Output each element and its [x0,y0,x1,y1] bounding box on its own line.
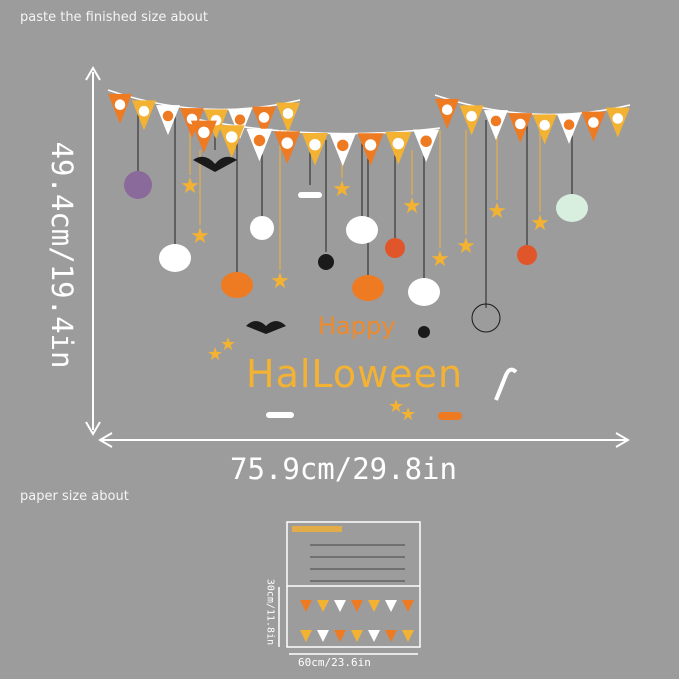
ghost-icon [408,278,440,306]
halloween-text: HalLoween [246,352,464,396]
star-icon: ★ [456,234,476,259]
flag-emblem [612,113,624,124]
star-icon: ★ [180,174,200,199]
pumpkin-icon [221,272,253,298]
finished-size-caption: paste the finished size about [20,10,208,25]
flag-emblem [234,114,246,125]
star-icon: ★ [270,269,290,294]
flag-emblem [281,137,293,149]
paper-sheet [286,521,421,648]
bone-icon [298,192,322,198]
paper-width-label: 60cm/23.6in [298,656,371,669]
flag-emblem [114,99,126,110]
thumbnail-sticker [351,630,363,642]
width-arrow-head-right [615,432,630,448]
flag-emblem [515,118,526,130]
flag-emblem [253,134,266,147]
thumbnail-sticker [317,630,329,642]
flag-emblem [198,126,210,139]
thumbnail-sticker [334,630,346,642]
bat-icon [193,156,237,172]
flag-emblem [364,139,377,151]
paper-sheet-outline [278,521,421,655]
star-icon: ★ [487,199,507,224]
flag-emblem [337,139,349,152]
height-dimension-label: 49.4cm/19.4in [45,141,79,369]
happy-text: Happy [318,312,396,340]
thumbnail-sticker [368,630,380,642]
star-icon: ★ [530,211,550,236]
thumbnail-sticker [402,630,414,642]
width-dimension-label: 75.9cm/29.8in [230,452,457,486]
flag-emblem [225,131,238,143]
flag-emblem [138,105,150,117]
candy-cane-icon [494,367,518,401]
pumpkin-icon [352,275,384,301]
ghost-icon [346,216,378,244]
width-arrow-head-left [98,432,113,448]
star-icon: ★ [430,247,450,272]
spider-web-icon [471,303,501,333]
skull-icon [250,216,274,240]
flag-emblem [466,110,477,122]
flag-emblem [309,138,321,151]
star-icon: ★ [388,396,404,417]
spider-icon [418,326,430,338]
thumbnail-sticker [402,600,414,612]
candy-icon [517,245,537,265]
ghost-icon [556,194,588,222]
flag-emblem [588,117,599,128]
thumbnail-text [292,526,342,532]
bunting-string [434,94,631,116]
flag-emblem [392,137,405,150]
thumbnail-sticker [385,600,397,612]
thumbnail-sticker [317,600,329,612]
flag-emblem [258,112,270,123]
thumbnail-sticker [351,600,363,612]
spider-icon [318,254,334,270]
paper-height-label: 30cm/11.8in [264,578,276,646]
flag-emblem [490,115,502,127]
flag-emblem [441,104,453,115]
flag-emblem [539,119,550,131]
bat-icon [246,321,286,334]
flag-emblem [420,135,432,147]
star-icon: ★ [220,334,236,355]
monster-icon [124,171,152,199]
thumbnail-sticker [385,630,397,642]
flag-emblem [162,110,174,122]
height-arrow-head-top [85,66,101,81]
flag-emblem [563,119,575,130]
thumbnail-sticker [334,600,346,612]
star-icon: ★ [207,344,223,365]
star-icon: ★ [332,177,352,202]
star-icon: ★ [400,404,416,425]
candy-icon [385,238,405,258]
dimension-arrows [85,66,630,448]
thumbnail-sticker [300,600,312,612]
bone-icon [266,412,294,418]
height-arrow-head-bottom [85,421,101,436]
star-icon: ★ [402,194,422,219]
paper-size-caption: paper size about [20,489,129,504]
bunting-string [107,89,301,111]
thumbnail-sticker [300,630,312,642]
candy-icon [438,412,462,420]
thumbnail-sticker [368,600,380,612]
flag-emblem [282,108,294,119]
star-icon: ★ [190,224,210,249]
ghost-icon [159,244,191,272]
